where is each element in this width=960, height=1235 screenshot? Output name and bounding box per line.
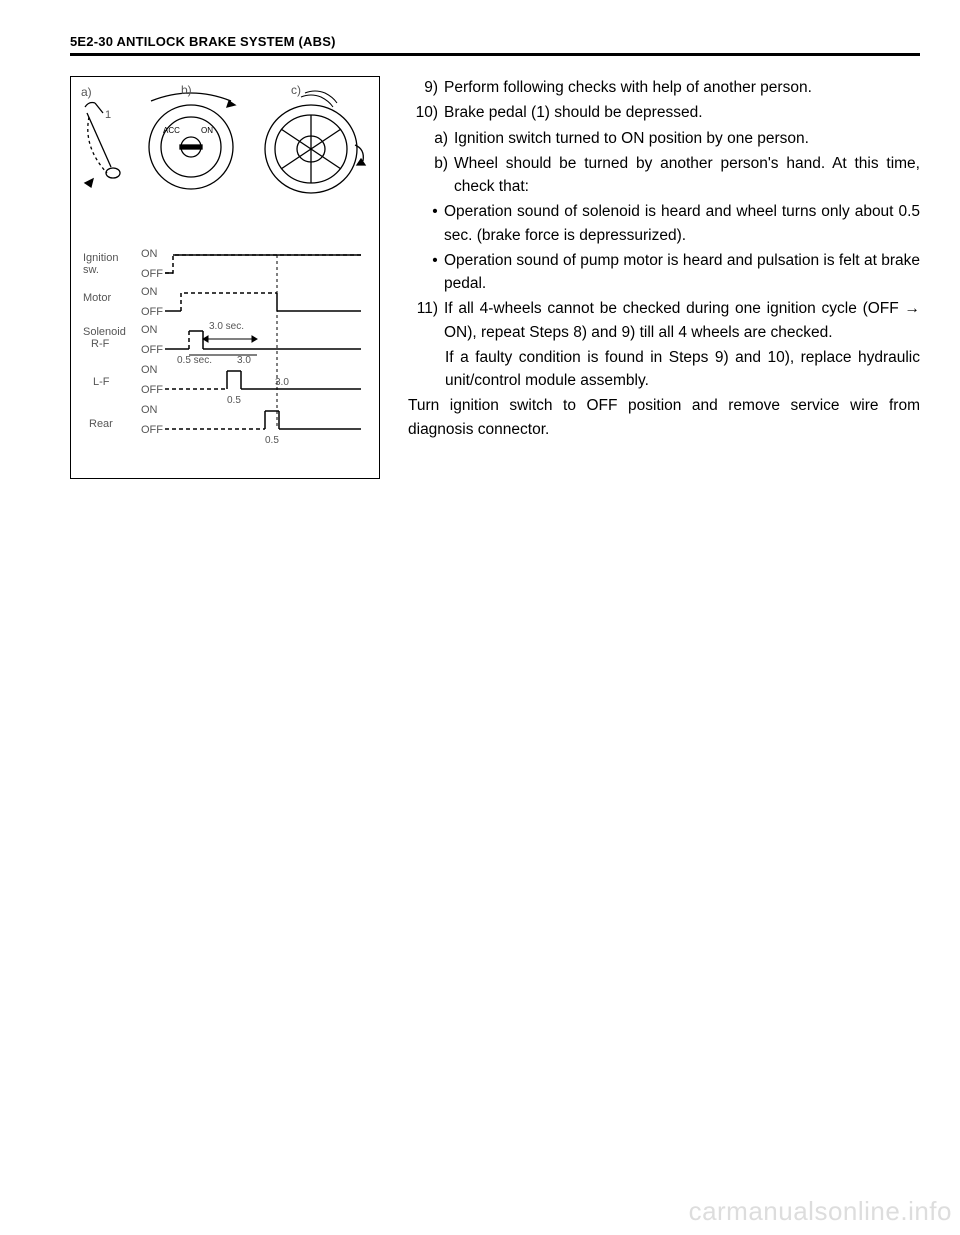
svg-text:ON: ON <box>141 364 158 376</box>
svg-text:OFF: OFF <box>141 424 163 436</box>
svg-text:ON: ON <box>141 248 158 260</box>
step-10-num: 10) <box>408 101 444 124</box>
step-10-text: Brake pedal (1) should be depressed. <box>444 101 920 124</box>
svg-text:R-F: R-F <box>91 338 110 350</box>
step-10b-num: b) <box>426 152 454 199</box>
step-9-num: 9) <box>408 76 444 99</box>
fig-label-c: c) <box>291 83 301 97</box>
svg-text:OFF: OFF <box>141 344 163 356</box>
step-10a-num: a) <box>426 127 454 150</box>
svg-text:ON: ON <box>141 324 158 336</box>
svg-text:3.0: 3.0 <box>275 377 289 388</box>
svg-text:0.5 sec.: 0.5 sec. <box>177 355 212 366</box>
page-header: 5E2-30 ANTILOCK BRAKE SYSTEM (ABS) <box>70 34 920 53</box>
instruction-text: 9) Perform following checks with help of… <box>408 76 920 441</box>
step-11-num: 11) <box>408 297 444 344</box>
svg-text:Motor: Motor <box>83 292 111 304</box>
svg-text:OFF: OFF <box>141 306 163 318</box>
watermark: carmanualsonline.info <box>689 1196 952 1227</box>
bullet-2-text: Operation sound of pump motor is heard a… <box>444 249 920 296</box>
svg-text:Rear: Rear <box>89 418 113 430</box>
figure-top-svg: ACC ON <box>71 77 379 237</box>
step-10a: a) Ignition switch turned to ON position… <box>426 127 920 150</box>
svg-text:3.0: 3.0 <box>237 355 251 366</box>
svg-text:OFF: OFF <box>141 268 163 280</box>
svg-text:ON: ON <box>141 286 158 298</box>
fig-label-b: b) <box>181 83 192 97</box>
step-10: 10) Brake pedal (1) should be depressed. <box>408 101 920 124</box>
svg-text:ON: ON <box>201 126 213 135</box>
bullet-2: • Operation sound of pump motor is heard… <box>426 249 920 296</box>
content-row: a) b) c) 1 <box>70 76 920 479</box>
fig-label-a: a) <box>81 85 92 99</box>
step-10b: b) Wheel should be turned by another per… <box>426 152 920 199</box>
svg-text:3.0 sec.: 3.0 sec. <box>209 321 244 332</box>
svg-text:Solenoid: Solenoid <box>83 326 126 338</box>
bullet-1: • Operation sound of solenoid is heard a… <box>426 200 920 247</box>
timing-svg: Ignition sw. Motor Solenoid R-F L-F Rear… <box>77 243 373 463</box>
bullet-2-mark: • <box>426 249 444 296</box>
bullet-1-text: Operation sound of solenoid is heard and… <box>444 200 920 247</box>
svg-text:sw.: sw. <box>83 264 99 276</box>
fig-pedal-num: 1 <box>105 109 111 121</box>
page: 5E2-30 ANTILOCK BRAKE SYSTEM (ABS) a) b)… <box>0 0 960 1235</box>
header-rule <box>70 53 920 56</box>
svg-text:0.5: 0.5 <box>227 395 241 406</box>
svg-text:ON: ON <box>141 404 158 416</box>
bullet-1-mark: • <box>426 200 444 247</box>
step-10a-text: Ignition switch turned to ON position by… <box>454 127 920 150</box>
svg-text:0.5: 0.5 <box>265 435 279 446</box>
svg-text:ACC: ACC <box>163 126 180 135</box>
figure-box: a) b) c) 1 <box>70 76 380 479</box>
step-11-text: If all 4-wheels cannot be checked during… <box>444 297 920 344</box>
figure-top: a) b) c) 1 <box>71 77 379 237</box>
svg-text:OFF: OFF <box>141 384 163 396</box>
figure-timing: Ignition sw. Motor Solenoid R-F L-F Rear… <box>71 237 379 478</box>
step-11-cont: If a faulty condition is found in Steps … <box>445 346 920 393</box>
step-11: 11) If all 4-wheels cannot be checked du… <box>408 297 920 344</box>
svg-text:Ignition: Ignition <box>83 252 118 264</box>
final-paragraph: Turn ignition switch to OFF position and… <box>408 394 920 441</box>
step-10b-text: Wheel should be turned by another person… <box>454 152 920 199</box>
svg-text:L-F: L-F <box>93 376 110 388</box>
step-9-text: Perform following checks with help of an… <box>444 76 920 99</box>
step-9: 9) Perform following checks with help of… <box>408 76 920 99</box>
